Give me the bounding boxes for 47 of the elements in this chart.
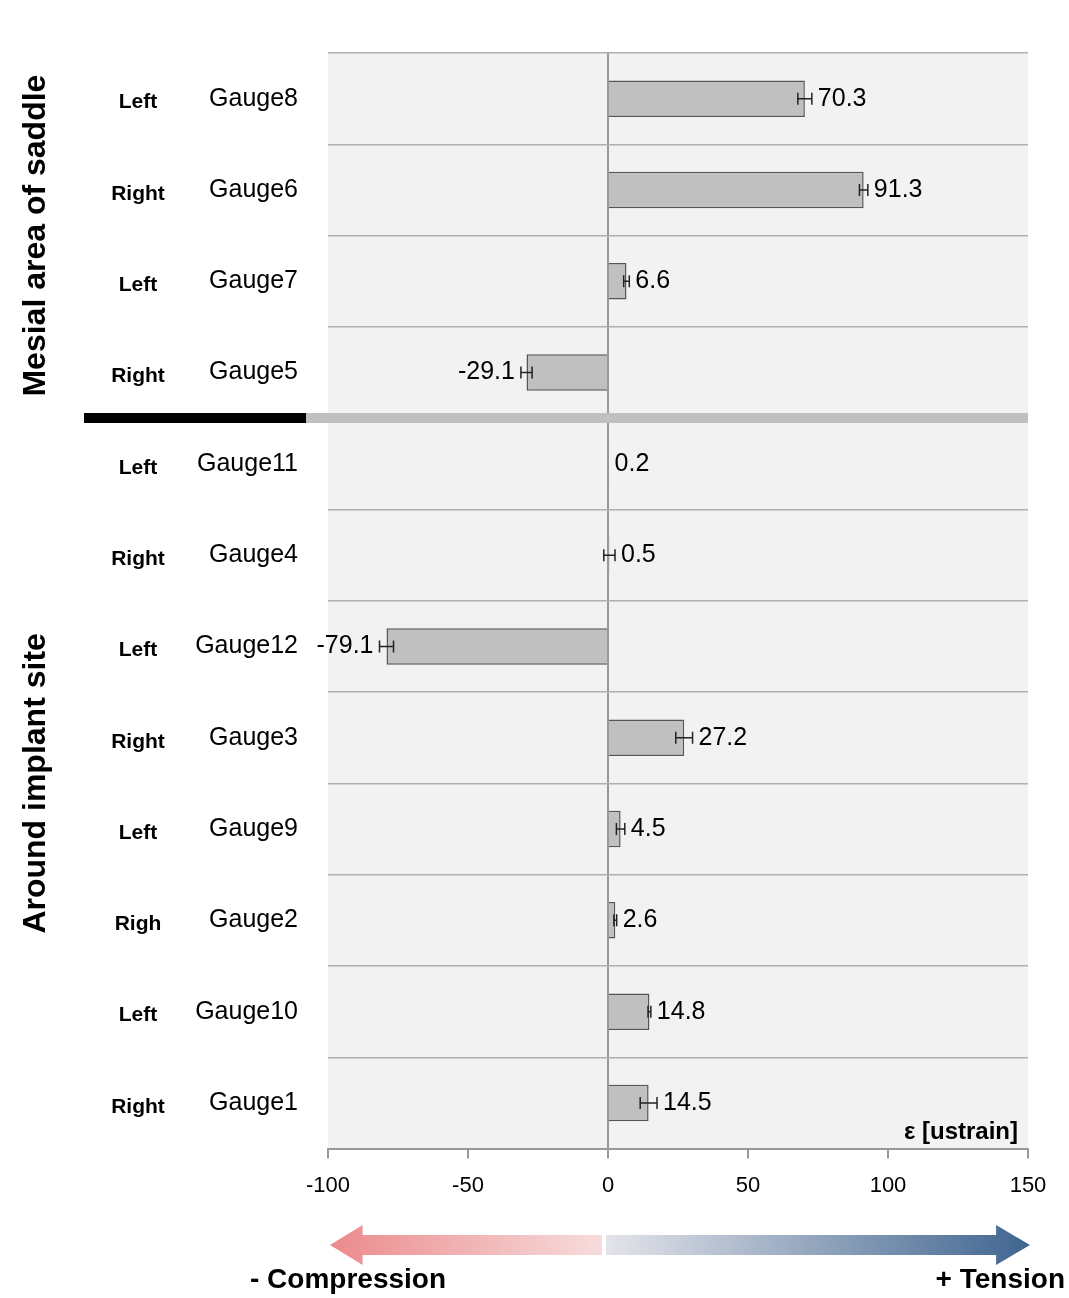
y-tick-label: Gauge6 [209, 173, 298, 202]
data-label: 2.6 [622, 904, 658, 933]
data-label: 0.2 [614, 447, 650, 476]
x-tick-label: -50 [452, 1171, 484, 1197]
text: Left [118, 272, 158, 296]
text: Around implant site [15, 633, 52, 934]
y-tick-label: Gauge5 [209, 356, 298, 385]
text: Left [118, 89, 158, 113]
text: - Compression [250, 1263, 447, 1295]
text: Left [118, 819, 158, 843]
x-tick-label: 0 [601, 1171, 615, 1197]
data-label: 4.5 [630, 812, 666, 841]
x-tick-label: 100 [869, 1171, 907, 1197]
data-label: 14.5 [663, 1086, 712, 1115]
text: + Tension [935, 1263, 1065, 1295]
data-label: 0.5 [621, 539, 656, 568]
y-tick-label: Gauge8 [209, 82, 298, 111]
y-tick-label: Gauge9 [209, 812, 298, 841]
data-label: 27.2 [698, 721, 748, 750]
text: Righ [114, 911, 162, 935]
y-tick-label: Gauge11 [196, 447, 298, 476]
y-tick-label: Gauge4 [209, 539, 299, 568]
data-label: 14.8 [656, 995, 706, 1024]
x-tick-label: 150 [1009, 1171, 1047, 1197]
y-tick-label: Gauge10 [195, 995, 298, 1024]
text: Right [111, 545, 165, 569]
data-label: 91.3 [873, 173, 923, 202]
y-tick-label: Gauge1 [209, 1086, 298, 1115]
y-tick-label: Gauge7 [209, 265, 298, 294]
text: Mesial area of saddle [15, 74, 52, 397]
data-label: -29.1 [457, 356, 515, 385]
text: Left [118, 454, 158, 478]
text: Right [111, 180, 165, 204]
x-tick-label: 50 [735, 1171, 761, 1197]
x-tick-label: -100 [305, 1171, 351, 1197]
text: Left [118, 1002, 158, 1026]
y-tick-label: Gauge3 [209, 721, 298, 750]
y-tick-label: Gauge12 [195, 630, 298, 659]
data-label: 6.6 [635, 265, 671, 294]
data-label: 70.3 [817, 82, 867, 111]
text: Right [111, 728, 165, 752]
data-label: -79.1 [316, 630, 374, 659]
x-axis-title: ε [ustrain] [903, 1117, 1018, 1145]
text: Left [118, 637, 158, 661]
y-tick-label: Gauge2 [209, 904, 298, 933]
text: Right [111, 1093, 165, 1117]
text: Right [111, 363, 165, 387]
